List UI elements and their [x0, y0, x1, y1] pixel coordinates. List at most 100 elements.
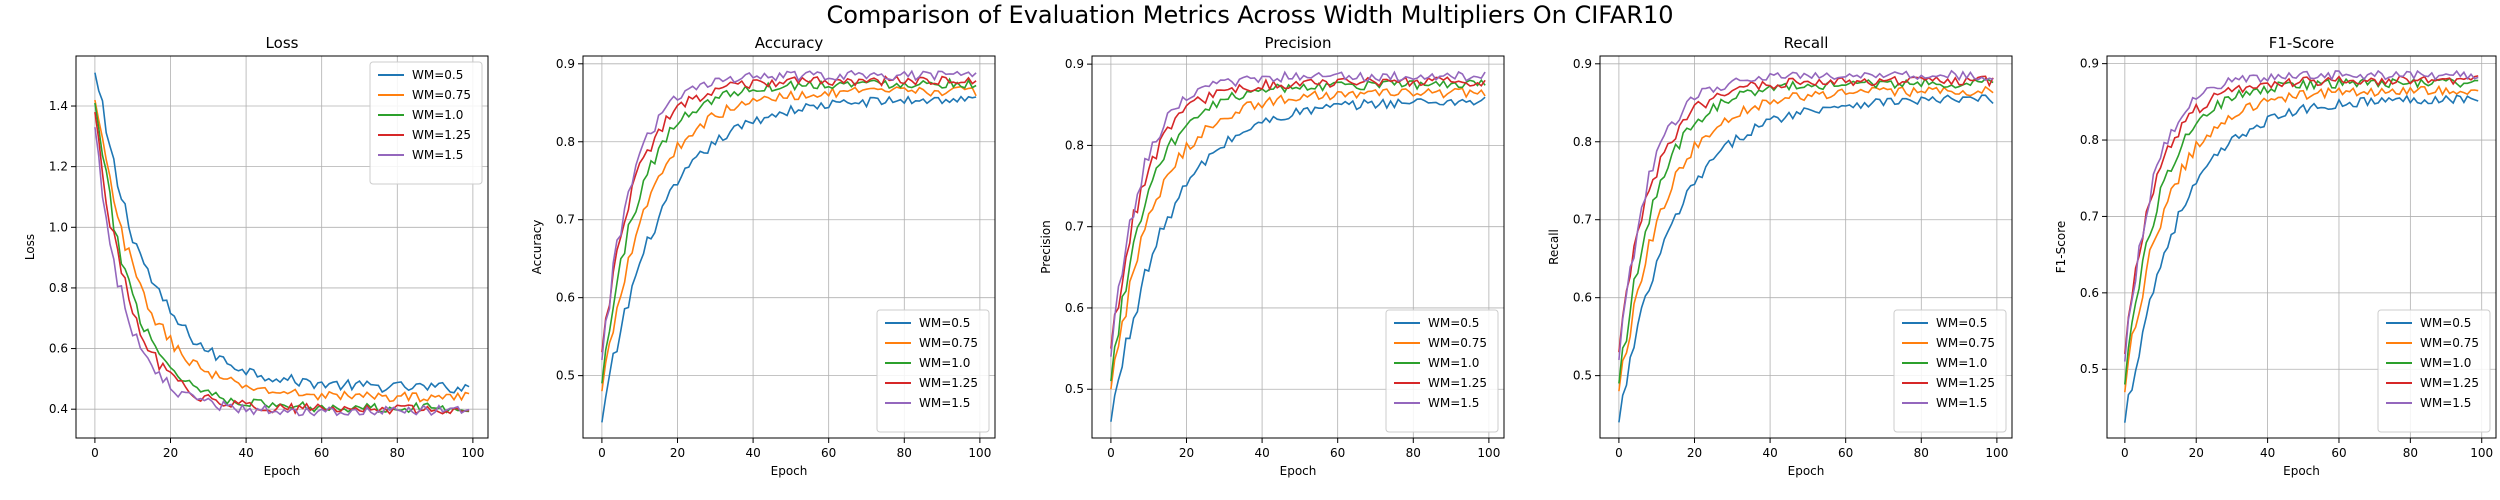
- series-line-wm-0-75: [1618, 85, 1994, 392]
- legend: WM=0.5 WM=0.75 WM=1.0 WM=1.25 WM=1.5: [1385, 309, 1499, 433]
- legend: WM=0.5 WM=0.75 WM=1.0 WM=1.25 WM=1.5: [369, 61, 483, 185]
- chart-panel-accuracy: 0 20 40 60 80 100 0.5 0.6 0.7 0.8 0.9 Accuracy Epoch…: [530, 34, 996, 478]
- x-tick-label: 0: [598, 446, 606, 460]
- series-line-wm-1-25: [601, 75, 977, 353]
- legend-entry: WM=1.25: [1428, 376, 1487, 390]
- series-line-wm-1-5: [2124, 69, 2479, 362]
- y-tick-label: 0.8: [49, 281, 68, 295]
- legend: WM=0.5 WM=0.75 WM=1.0 WM=1.25 WM=1.5: [2377, 309, 2491, 433]
- series-line-wm-0-5: [94, 72, 470, 394]
- legend-box: [876, 309, 990, 433]
- legend-entry: WM=0.5: [1428, 316, 1479, 330]
- y-tick-label: 0.9: [2080, 57, 2099, 71]
- legend-entry: WM=0.75: [1936, 336, 1995, 350]
- series-line-wm-0-5: [601, 95, 977, 423]
- y-axis-label: Recall: [1547, 229, 1561, 265]
- y-axis-label: F1-Score: [2054, 221, 2068, 273]
- y-axis-label: Loss: [23, 234, 37, 260]
- chart-panel-loss: 0 20 40 60 80 100 0.4 0.6 0.8 1.0 1.2 1.4 Loss Epoch L…: [23, 34, 489, 478]
- x-tick-label: 100: [461, 446, 484, 460]
- x-tick-label: 100: [968, 446, 991, 460]
- series-line-wm-0-75: [2124, 84, 2479, 393]
- y-tick-label: 0.5: [1065, 382, 1084, 396]
- x-tick-label: 60: [1330, 446, 1345, 460]
- y-axis-label: Precision: [1039, 220, 1053, 274]
- series-line-wm-1-25: [2124, 75, 2479, 355]
- legend-entry: WM=1.0: [919, 356, 970, 370]
- legend-box: [1385, 309, 1499, 433]
- y-tick-label: 0.6: [2080, 286, 2099, 300]
- chart-title: Precision: [1265, 34, 1332, 52]
- plot-frame: [2106, 55, 2497, 439]
- series-line-wm-1-5: [601, 69, 977, 361]
- series-line-wm-0-5: [1110, 96, 1486, 422]
- legend-entry: WM=1.25: [2420, 376, 2479, 390]
- y-tick-label: 0.9: [1065, 57, 1084, 71]
- x-tick-label: 0: [91, 446, 99, 460]
- legend-entry: WM=1.25: [412, 128, 471, 142]
- y-tick-label: 0.8: [2080, 133, 2099, 147]
- legend-box: [1893, 309, 2007, 433]
- x-tick-label: 60: [2331, 446, 2346, 460]
- legend-entry: WM=0.75: [919, 336, 978, 350]
- legend-entry: WM=0.5: [1936, 316, 1987, 330]
- chart-title: Loss: [266, 34, 299, 52]
- x-axis-label: Epoch: [264, 464, 301, 478]
- series-line-wm-0-5: [1618, 94, 1994, 423]
- series-line-wm-1-0: [601, 77, 977, 384]
- y-tick-label: 0.7: [2080, 209, 2099, 223]
- chart-title: Accuracy: [755, 34, 824, 52]
- x-tick-label: 20: [670, 446, 685, 460]
- legend-entry: WM=1.25: [1936, 376, 1995, 390]
- x-tick-label: 20: [2189, 446, 2204, 460]
- y-tick-label: 1.2: [49, 160, 68, 174]
- x-tick-label: 40: [238, 446, 253, 460]
- chart-title: Recall: [1784, 34, 1829, 52]
- y-tick-label: 0.5: [556, 369, 575, 383]
- y-tick-label: 0.7: [1065, 220, 1084, 234]
- x-tick-label: 80: [1914, 446, 1929, 460]
- x-tick-label: 100: [1477, 446, 1500, 460]
- legend-entry: WM=0.75: [2420, 336, 2479, 350]
- series-line-wm-1-25: [94, 111, 470, 415]
- chart-title: F1-Score: [2269, 34, 2335, 52]
- legend-entry: WM=1.5: [1936, 396, 1987, 410]
- legend-entry: WM=1.25: [919, 376, 978, 390]
- x-tick-label: 80: [897, 446, 912, 460]
- legend-entry: WM=0.75: [1428, 336, 1487, 350]
- x-tick-label: 80: [2403, 446, 2418, 460]
- y-tick-label: 0.9: [556, 57, 575, 71]
- series-line-wm-0-75: [601, 85, 977, 392]
- plot-frame: [582, 55, 996, 439]
- plot-frame: [75, 55, 489, 439]
- legend: WM=0.5 WM=0.75 WM=1.0 WM=1.25 WM=1.5: [1893, 309, 2007, 433]
- x-axis-label: Epoch: [771, 464, 808, 478]
- series-line-wm-0-5: [2124, 94, 2479, 423]
- figure-title: Comparison of Evaluation Metrics Across …: [826, 1, 1674, 29]
- y-tick-label: 0.6: [1573, 291, 1592, 305]
- series-line-wm-1-0: [2124, 77, 2479, 385]
- series-line-wm-0-75: [1110, 87, 1486, 390]
- x-tick-label: 20: [1179, 446, 1194, 460]
- series-line-wm-1-25: [1110, 76, 1486, 349]
- chart-panel-recall: 0 20 40 60 80 100 0.5 0.6 0.7 0.8 0.9 Recall Epoch Re…: [1547, 34, 2013, 478]
- legend-entry: WM=1.0: [412, 108, 463, 122]
- y-tick-label: 0.5: [1573, 369, 1592, 383]
- y-tick-label: 0.6: [556, 291, 575, 305]
- y-tick-label: 0.7: [556, 213, 575, 227]
- x-tick-label: 100: [1985, 446, 2008, 460]
- legend-entry: WM=0.5: [919, 316, 970, 330]
- y-tick-label: 1.0: [49, 220, 68, 234]
- x-axis-label: Epoch: [1280, 464, 1317, 478]
- x-tick-label: 40: [1762, 446, 1777, 460]
- x-tick-label: 0: [2121, 446, 2129, 460]
- x-tick-label: 20: [163, 446, 178, 460]
- plot-frame: [1091, 55, 1505, 439]
- y-tick-label: 0.6: [1065, 301, 1084, 315]
- legend-entry: WM=1.0: [1936, 356, 1987, 370]
- legend-entry: WM=1.5: [919, 396, 970, 410]
- legend-entry: WM=1.5: [2420, 396, 2471, 410]
- y-tick-label: 0.8: [1065, 138, 1084, 152]
